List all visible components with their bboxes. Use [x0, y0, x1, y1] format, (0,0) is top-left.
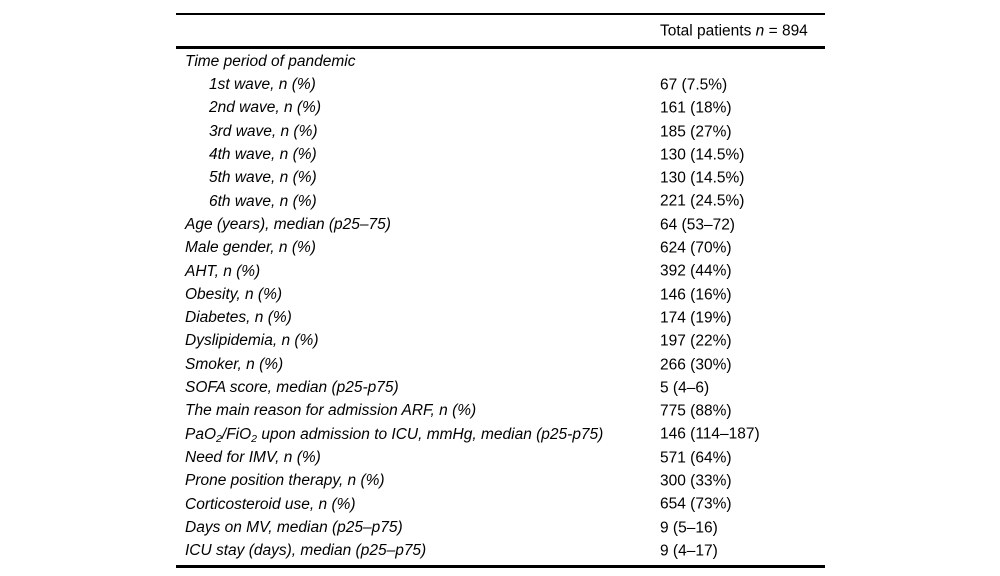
table-row: Days on MV, median (p25–p75) 9 (5–16): [176, 516, 825, 539]
table-row: Male gender, n (%) 624 (70%): [176, 236, 825, 259]
row-label: Days on MV, median (p25–p75): [185, 518, 403, 536]
table-row: Time period of pandemic: [176, 50, 825, 73]
row-label: Prone position therapy, n (%): [185, 472, 385, 490]
row-label: 3rd wave, n (%): [209, 122, 318, 140]
row-value: 185 (27%): [660, 122, 732, 140]
row-value: 775 (88%): [660, 402, 732, 420]
table-top-rule: [176, 13, 825, 15]
row-value: 67 (7.5%): [660, 76, 728, 94]
row-label: Dyslipidemia, n (%): [185, 332, 319, 350]
row-label: Age (years), median (p25–75): [185, 215, 391, 233]
subscript: 2: [251, 432, 258, 445]
row-value: 197 (22%): [660, 332, 732, 350]
subscript: 2: [216, 432, 222, 445]
table-row: Age (years), median (p25–75) 64 (53–72): [176, 213, 825, 236]
table-row: 1st wave, n (%) 67 (7.5%): [176, 73, 825, 96]
table-row: 5th wave, n (%) 130 (14.5%): [176, 166, 825, 189]
table-row: SOFA score, median (p25-p75) 5 (4–6): [176, 376, 825, 399]
row-value: 5 (4–6): [660, 379, 710, 397]
row-label: 6th wave, n (%): [209, 192, 317, 210]
row-value: 161 (18%): [660, 99, 732, 117]
table-row: 4th wave, n (%) 130 (14.5%): [176, 143, 825, 166]
row-value: 9 (5–16): [660, 518, 718, 536]
table-bottom-rule: [176, 564, 825, 568]
table-row: Smoker, n (%) 266 (30%): [176, 353, 825, 376]
table-row: AHT, n (%) 392 (44%): [176, 260, 825, 283]
total-patients-header: Total patients n = 894: [660, 23, 808, 39]
table-row: Corticosteroid use, n (%) 654 (73%): [176, 493, 825, 516]
row-value: 266 (30%): [660, 355, 732, 373]
row-label: Male gender, n (%): [185, 239, 316, 257]
row-label: Smoker, n (%): [185, 355, 284, 373]
row-value: 64 (53–72): [660, 215, 735, 233]
row-value: 300 (33%): [660, 472, 732, 490]
table-row: The main reason for admission ARF, n (%)…: [176, 399, 825, 422]
table-row: 6th wave, n (%) 221 (24.5%): [176, 190, 825, 213]
row-label: Time period of pandemic: [185, 52, 356, 70]
table-row: Prone position therapy, n (%) 300 (33%): [176, 469, 825, 492]
row-label: 2nd wave, n (%): [209, 99, 321, 117]
row-value: 654 (73%): [660, 495, 732, 513]
row-value: 392 (44%): [660, 262, 732, 280]
table-row: Diabetes, n (%) 174 (19%): [176, 306, 825, 329]
row-label: ICU stay (days), median (p25–p75): [185, 542, 427, 560]
row-label: SOFA score, median (p25-p75): [185, 379, 399, 397]
row-label: 5th wave, n (%): [209, 169, 317, 187]
row-value: 146 (114–187): [660, 425, 760, 443]
table-body: Time period of pandemic 1st wave, n (%) …: [176, 49, 825, 565]
row-value: 174 (19%): [660, 309, 732, 327]
patient-characteristics-table: Total patients n = 894 Time period of pa…: [176, 13, 825, 568]
row-value: 624 (70%): [660, 239, 732, 257]
row-label: Corticosteroid use, n (%): [185, 495, 356, 513]
row-label: The main reason for admission ARF, n (%): [185, 402, 477, 420]
header-text-pre: Total patients: [660, 21, 756, 39]
header-n-symbol: n: [755, 21, 765, 39]
row-value: 221 (24.5%): [660, 192, 745, 210]
row-label: PaO2/FiO2 upon admission to ICU, mmHg, m…: [185, 425, 604, 445]
table-header-row: Total patients n = 894: [176, 15, 825, 46]
row-label: Diabetes, n (%): [185, 309, 292, 327]
table-row: ICU stay (days), median (p25–p75) 9 (4–1…: [176, 539, 825, 562]
row-value: 9 (4–17): [660, 542, 718, 560]
table-row: 2nd wave, n (%) 161 (18%): [176, 97, 825, 120]
table-header-rule: [176, 46, 825, 49]
row-label: Obesity, n (%): [185, 285, 283, 303]
row-value: 130 (14.5%): [660, 169, 745, 187]
table-row: 3rd wave, n (%) 185 (27%): [176, 120, 825, 143]
table-row: Dyslipidemia, n (%) 197 (22%): [176, 330, 825, 353]
table-row: Obesity, n (%) 146 (16%): [176, 283, 825, 306]
row-value: 146 (16%): [660, 285, 732, 303]
row-value: 130 (14.5%): [660, 146, 745, 164]
row-value: 571 (64%): [660, 448, 732, 466]
header-text-rest: = 894: [764, 21, 808, 39]
row-label: Need for IMV, n (%): [185, 448, 321, 466]
row-label: 1st wave, n (%): [209, 76, 316, 94]
row-label: AHT, n (%): [185, 262, 261, 280]
table-row: PaO2/FiO2 upon admission to ICU, mmHg, m…: [176, 423, 825, 446]
table-row: Need for IMV, n (%) 571 (64%): [176, 446, 825, 469]
row-label: 4th wave, n (%): [209, 146, 317, 164]
